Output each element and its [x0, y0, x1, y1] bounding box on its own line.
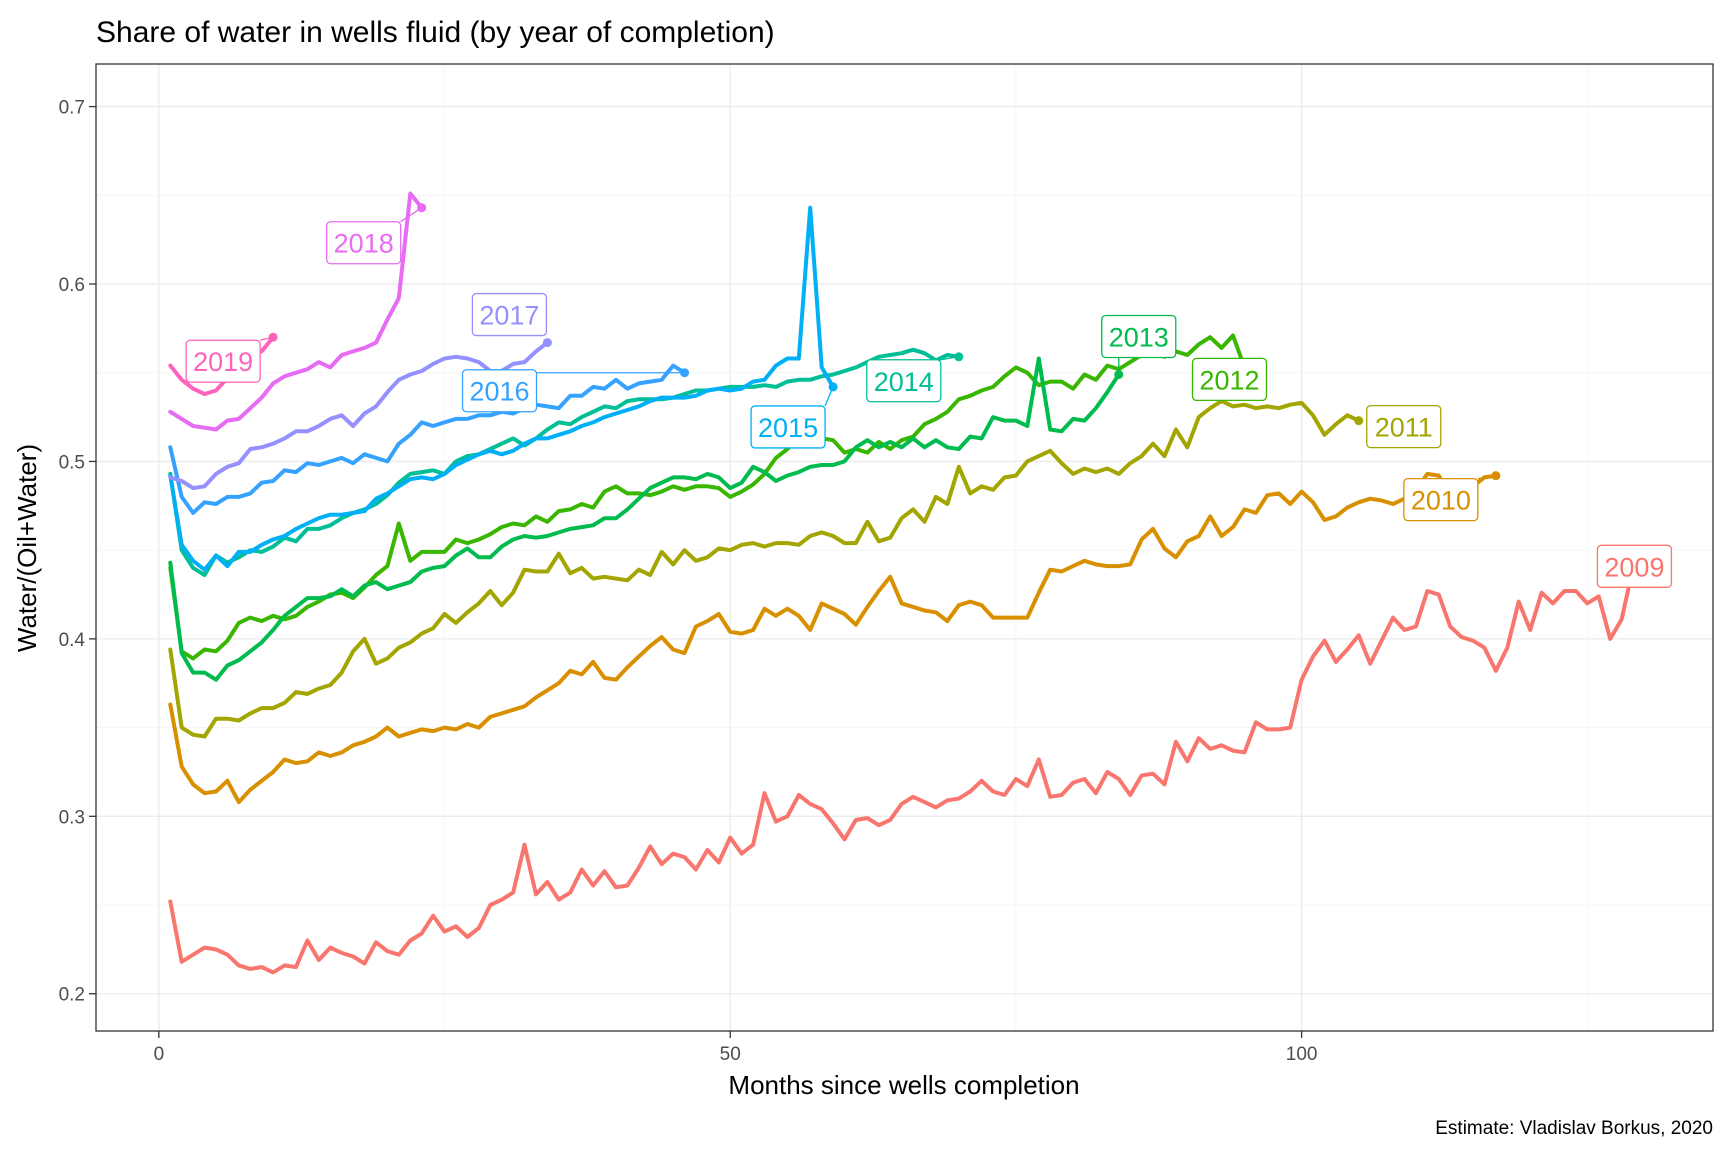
- x-tick-label: 100: [1286, 1044, 1318, 1065]
- label-leader-2019: [259, 336, 274, 341]
- series-label-box-2009: [1596, 544, 1673, 588]
- series-label-text-2015: 2015: [758, 413, 818, 443]
- grid: [96, 64, 1713, 1031]
- label-leader-2014: [940, 356, 959, 361]
- series-label-2013: 2013: [1101, 314, 1177, 375]
- series-lines: [168, 191, 1649, 975]
- series-label-box-2014: [866, 359, 942, 403]
- chart-title: Share of water in wells fluid (by year o…: [96, 16, 775, 49]
- series-label-text-2010: 2010: [1411, 486, 1471, 516]
- series-label-box-2010: [1403, 477, 1479, 522]
- series-line-2012: [168, 333, 1247, 661]
- series-label-2014: 2014: [866, 356, 959, 403]
- label-leader-2018: [400, 207, 423, 223]
- series-label-box-2016: [461, 369, 538, 413]
- series-end-point-2017: [542, 338, 552, 348]
- series-label-box-2017: [471, 292, 548, 337]
- series-end-point-2011: [1354, 416, 1364, 426]
- series-label-2010: 2010: [1403, 474, 1496, 522]
- series-label-box-2015: [750, 405, 826, 449]
- series-label-2015: 2015: [750, 386, 834, 449]
- y-axis-title: Water/(Oil+Water): [12, 444, 42, 652]
- series-label-2016: 2016: [461, 369, 685, 413]
- series-label-box-2011: [1366, 404, 1442, 449]
- series-line-2009: [168, 565, 1647, 975]
- series-label-box-2012: [1191, 357, 1268, 402]
- chart-caption: Estimate: Vladislav Borkus, 2020: [1435, 1118, 1713, 1139]
- series-label-text-2011: 2011: [1375, 413, 1433, 443]
- series-line-2013: [168, 356, 1121, 682]
- plot-panel-border: [95, 63, 1714, 1032]
- series-label-text-2019: 2019: [193, 347, 253, 377]
- y-tick-label: 0.2: [59, 985, 85, 1006]
- series-label-text-2017: 2017: [479, 301, 539, 331]
- label-leader-2010: [1477, 474, 1496, 480]
- series-label-text-2014: 2014: [874, 367, 934, 397]
- series-label-text-2012: 2012: [1199, 365, 1259, 395]
- series-label-2009: 2009: [1596, 544, 1673, 588]
- series-label-box-2013: [1101, 314, 1177, 359]
- series-label-box-2018: [326, 221, 402, 265]
- y-tick-label: 0.5: [59, 452, 85, 473]
- series-line-2011: [168, 399, 1361, 739]
- series-label-text-2016: 2016: [469, 377, 529, 407]
- y-tick-label: 0.7: [59, 98, 85, 119]
- x-tick-label: 50: [720, 1044, 741, 1065]
- axis-ticks: 0 50 100 0.2 0.3 0.4 0.5 0.6 0.7: [59, 98, 1318, 1065]
- series-labels: 2009 2010 2011 2012 2013 2014 2015 2016 2017 2018…: [185, 207, 1673, 588]
- series-label-box-2019: [185, 339, 261, 383]
- label-leader-2015: [824, 386, 834, 407]
- series-label-2017: 2017: [471, 292, 548, 337]
- x-tick-label: 0: [154, 1044, 165, 1065]
- y-tick-label: 0.3: [59, 807, 85, 828]
- series-line-2018: [168, 191, 424, 432]
- x-axis-title: Months since wells completion: [728, 1070, 1079, 1100]
- series-line-2016: [168, 363, 687, 515]
- series-label-text-2009: 2009: [1604, 552, 1664, 582]
- series-line-2015: [168, 205, 836, 572]
- y-tick-label: 0.6: [59, 275, 85, 296]
- series-label-2019: 2019: [185, 336, 274, 383]
- series-line-2017: [168, 340, 550, 491]
- series-label-2018: 2018: [326, 207, 423, 265]
- series-label-text-2013: 2013: [1109, 323, 1169, 353]
- series-label-2012: 2012: [1191, 357, 1268, 402]
- series-label-text-2018: 2018: [334, 229, 394, 259]
- series-line-2010: [168, 471, 1498, 805]
- series-label-2011: 2011: [1366, 404, 1442, 449]
- y-tick-label: 0.4: [59, 630, 86, 651]
